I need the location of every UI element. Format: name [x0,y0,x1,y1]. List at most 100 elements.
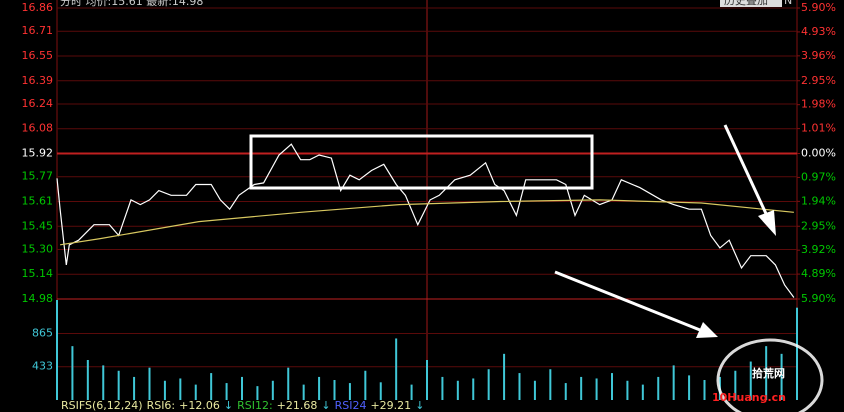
y2-tick-label: 2.95% [801,219,836,232]
volume-bar [580,376,583,400]
volume-bar [564,383,567,400]
volume-bar [102,365,105,400]
volume-bar [503,353,506,400]
watermark-brand: 拾荒网 [752,366,785,380]
volume-bar [194,384,197,400]
volume-bar [364,370,367,400]
volume-bar [426,360,428,400]
volume-bar [348,383,351,400]
y-tick-label: 15.61 [22,194,54,207]
y-tick-label: 865 [32,326,53,339]
y2-tick-label: 3.96% [801,49,836,62]
volume-bar [626,380,629,400]
volume-bar [611,373,613,400]
volume-bar [765,346,768,400]
y2-tick-label: 2.95% [801,74,836,87]
indicator-value: +12.06 [179,399,220,412]
volume-bar [56,300,58,400]
volume-bar [395,338,398,400]
volume-bar [518,373,521,400]
volume-bar [688,375,691,400]
indicator-arrow: ↓ [224,399,233,412]
volume-bar [333,380,336,400]
volume-bar [71,346,74,400]
volume-bar [117,370,120,400]
y2-tick-label: 5.90% [801,1,836,14]
volume-bar [672,365,675,400]
price-line [60,199,794,246]
volume-bar [256,386,259,400]
y2-tick-label: 0.97% [801,170,836,183]
watermark-site: 10Huang.cn [712,391,786,404]
volume-bar [734,370,737,400]
volume-bar [595,378,598,400]
volume-bar [749,361,752,400]
volume-bar [472,378,475,400]
volume-bar [780,353,783,400]
highlight-box [249,134,594,190]
volume-bar [441,376,444,400]
y2-tick-label: 1.01% [801,122,836,135]
volume-bar [271,380,274,400]
y-tick-label: 16.08 [22,122,54,135]
volume-bar [379,382,382,400]
indicator-label: RSI24 [335,399,367,412]
volume-bar [241,376,243,400]
volume-bar [148,367,151,400]
volume-bar [549,369,552,400]
volume-bar [318,376,321,400]
indicator-label: RSI6: [147,399,176,412]
volume-bar [287,367,290,400]
y-tick-label: 16.55 [22,49,54,62]
volume-bar [410,384,413,400]
y-tick-label: 15.92 [22,147,54,160]
y2-tick-label: 3.92% [801,243,836,256]
price-line [56,143,795,298]
volume-bar [533,380,536,400]
header-right[interactable]: 历史叠加 [724,0,768,7]
volume-bar [641,384,644,400]
y-tick-label: 15.45 [22,219,54,232]
y2-tick-label: 1.94% [801,194,836,207]
volume-bar [456,380,459,400]
indicator-name: RSIFS(6,12,24) [61,399,143,412]
arrows [554,124,776,338]
volume-bar [703,380,706,400]
indicator-value: +21.68 [277,399,318,412]
header-button[interactable] [720,0,782,7]
y-tick-label: 16.24 [22,97,54,110]
y-tick-label: 16.86 [22,1,54,14]
volume-bar [225,383,228,400]
y2-tick-label: 0.00% [801,147,836,160]
y2-tick-label: 5.90% [801,292,836,305]
volume-bar [657,376,660,400]
volume-bar [179,378,182,400]
y2-tick-label: 4.89% [801,267,836,280]
y-tick-label: 16.71 [22,24,54,37]
indicator-arrow: ↓ [415,399,424,412]
y-tick-label: 15.14 [22,267,54,280]
watermark: 10Huang.cn 拾荒网 [712,338,824,412]
indicator-label: RSI12: [237,399,273,412]
y-tick-label: 433 [32,360,53,373]
volume-bar [133,376,136,400]
y-tick-label: 15.77 [22,170,54,183]
volume-bar [86,360,89,400]
volume-bar [163,380,166,400]
y2-tick-label: 4.93% [801,25,836,38]
volume-bar [210,373,213,400]
volume-bar [302,384,305,400]
y-tick-label: 14.98 [22,292,54,305]
header-corner: N [784,0,792,7]
indicator-value: +29.21 [370,399,411,412]
y2-tick-label: 1.98% [801,98,836,111]
indicator-arrow: ↓ [321,399,330,412]
y-tick-label: 16.39 [22,74,54,87]
volume-bar [487,369,490,400]
y-tick-label: 15.30 [22,242,54,255]
volume-bar [796,307,798,400]
header-left: 分时 均价:15.61 最新:14.98 [60,0,203,8]
